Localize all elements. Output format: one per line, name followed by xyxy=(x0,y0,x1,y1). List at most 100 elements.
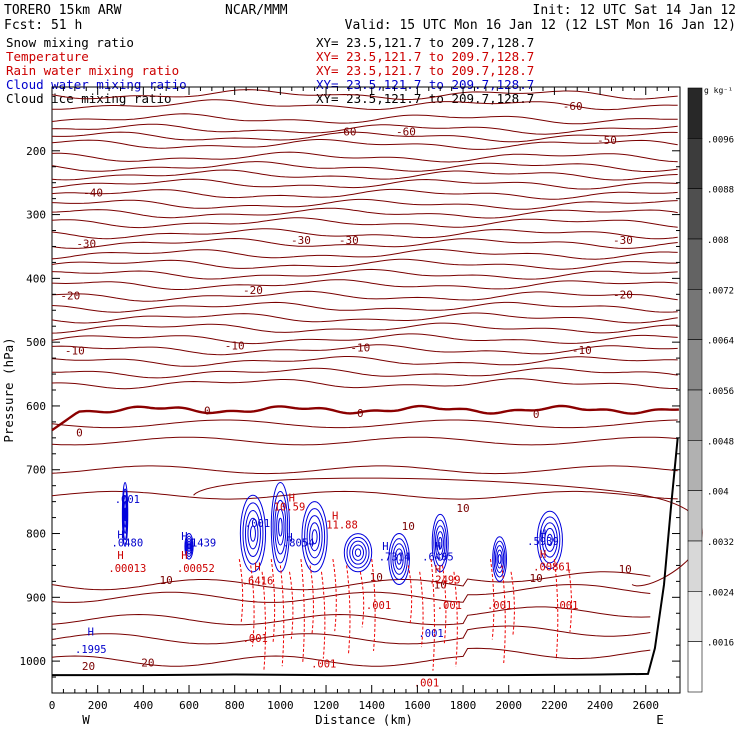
isotherm-line xyxy=(52,313,678,323)
maximum-marker: H xyxy=(435,541,441,553)
maximum-marker: H xyxy=(88,627,94,639)
maximum-marker: H xyxy=(117,530,123,542)
isotherm-label: -30 xyxy=(339,234,359,247)
maximum-marker: H xyxy=(254,562,260,574)
x-axis-title: Distance (km) xyxy=(315,712,413,727)
x-tick-label: 2200 xyxy=(541,699,568,712)
colorbar-tick-label: .0088 xyxy=(707,186,734,196)
rain-water-label: .2499 xyxy=(429,574,461,586)
field-label-rain: Rain water mixing ratio xyxy=(6,63,179,78)
east-end-label: E xyxy=(656,712,664,727)
rain-water-contour xyxy=(360,572,363,627)
isotherm-label: 10 xyxy=(530,572,543,585)
isotherm-label: -30 xyxy=(613,234,633,247)
isotherm-line xyxy=(52,379,678,389)
colorbar-swatch xyxy=(688,88,702,138)
rain-water-label: .001 xyxy=(243,633,268,645)
colorbar-swatch xyxy=(688,642,702,692)
y-axis-title: Pressure (hPa) xyxy=(1,337,16,442)
maximum-marker: H xyxy=(181,531,187,543)
colorbar-swatch xyxy=(688,390,702,440)
x-tick-label: 2000 xyxy=(495,699,522,712)
colorbar-tick-label: .0048 xyxy=(707,437,734,447)
x-tick-label: 2400 xyxy=(587,699,614,712)
isotherm-line xyxy=(52,170,678,180)
x-tick-label: 1600 xyxy=(404,699,431,712)
field-legend: Snow mixing ratio XY= 23.5,121.7 to 209.… xyxy=(6,35,534,106)
y-tick-label: 800 xyxy=(26,528,46,541)
isotherm-line xyxy=(52,179,678,189)
isotherm-line xyxy=(52,437,678,445)
x-tick-label: 1400 xyxy=(358,699,385,712)
isotherm-line xyxy=(52,368,678,378)
rain-water-label: .00052 xyxy=(177,563,215,575)
x-tick-label: 1800 xyxy=(450,699,477,712)
y-tick-label: 400 xyxy=(26,272,46,285)
isotherm-line xyxy=(52,239,678,249)
y-tick-label: 900 xyxy=(26,591,46,604)
cloud-water-contour xyxy=(498,555,501,564)
colorbar-tick-label: .0064 xyxy=(707,337,734,347)
isotherm-label: -60 xyxy=(563,100,583,113)
isotherm-line xyxy=(52,114,678,124)
isotherm-line xyxy=(52,152,678,162)
x-tick-label: 1000 xyxy=(267,699,294,712)
isotherm-label: 10 xyxy=(402,520,415,533)
isotherm-label: 0 xyxy=(76,427,83,440)
temperature-contours: -60 -60 -60 -50 -40 -30 -30 -30 -30 -20 -20 -20 -10 -… xyxy=(52,90,702,674)
isotherm-line xyxy=(52,302,678,312)
cloud-water-contour xyxy=(344,534,371,572)
isotherm-label: -20 xyxy=(243,284,263,297)
colorbar-swatch xyxy=(688,340,702,390)
cloud-water-label: .1995 xyxy=(75,644,107,656)
colorbar-tick-label: .0016 xyxy=(707,639,734,649)
valid-time: Valid: 15 UTC Mon 16 Jan 12 (12 LST Mon … xyxy=(345,18,736,33)
x-tick-label: 800 xyxy=(225,699,245,712)
isotherm-label: -10 xyxy=(350,341,370,354)
maximum-marker: H xyxy=(435,564,441,576)
cloud-water-contour xyxy=(125,508,126,521)
field-xy-rain: XY= 23.5,121.7 to 209.7,128.7 xyxy=(316,63,534,78)
rain-water-label: .001 xyxy=(366,600,391,612)
isotherm-label: -50 xyxy=(597,134,617,147)
isotherm-label: 10 xyxy=(370,571,383,584)
field-label-cloud-water: Cloud water mixing ratio xyxy=(6,77,187,92)
field-xy-temperature: XY= 23.5,121.7 to 209.7,128.7 xyxy=(316,49,534,64)
colorbar-tick-label: .0072 xyxy=(707,286,734,296)
rain-water-contour xyxy=(301,559,304,662)
isotherm-line xyxy=(52,420,678,428)
y-tick-label: 300 xyxy=(26,209,46,222)
isotherm-label: 10 xyxy=(456,502,469,515)
y-tick-label: 200 xyxy=(26,145,46,158)
colorbar-tick-label: .004 xyxy=(707,488,729,498)
rain-water-label: .001 xyxy=(311,658,336,670)
cloud-water-contour xyxy=(240,495,265,572)
rain-water-contour xyxy=(347,565,350,654)
cloud-water-label: .1439 xyxy=(185,537,217,549)
x-tick-label: 0 xyxy=(49,699,56,712)
y-tick-label: 700 xyxy=(26,464,46,477)
isotherm-line xyxy=(52,280,678,290)
maximum-marker: H xyxy=(181,550,187,562)
x-tick-label: 400 xyxy=(133,699,153,712)
cloud-water-contours: .001 .001 .0480 .1439 .8054 .7314 .6405 .5939 .1… xyxy=(75,482,562,655)
maximum-marker: H xyxy=(117,550,123,562)
colorbar-tick-label: .0032 xyxy=(707,538,734,548)
isotherm-line xyxy=(52,208,678,218)
rain-water-label: 11.88 xyxy=(326,519,358,531)
isotherm-label: -10 xyxy=(572,344,592,357)
rain-water-contour xyxy=(280,565,283,666)
colorbar: .0096.0088.008.0072.0064.0056.0048.004.0… xyxy=(688,88,734,692)
y-tick-label: 600 xyxy=(26,400,46,413)
maximum-marker: H xyxy=(289,493,295,505)
colorbar-swatch xyxy=(688,491,702,541)
org-label: NCAR/MMM xyxy=(225,3,288,18)
rain-water-label: .00861 xyxy=(533,562,571,574)
model-title: TORERO 15km ARW xyxy=(4,3,122,18)
isotherm-label: -30 xyxy=(76,237,96,250)
maximum-marker: H xyxy=(540,549,546,561)
cloud-water-label: .0480 xyxy=(112,537,144,549)
x-tick-label: 1200 xyxy=(313,699,340,712)
rain-water-label: .00013 xyxy=(108,563,146,575)
